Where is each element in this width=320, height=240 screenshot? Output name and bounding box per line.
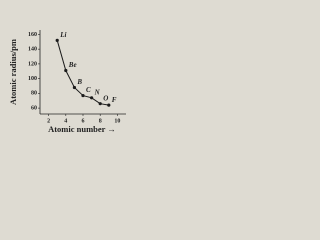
data-point bbox=[64, 68, 68, 73]
x-tick-label: 2 bbox=[47, 118, 50, 124]
y-tick-label: 120 bbox=[28, 61, 37, 67]
x-tick-label: 6 bbox=[82, 118, 85, 124]
point-label: N bbox=[94, 88, 101, 96]
x-tick-label: 10 bbox=[114, 118, 120, 124]
data-point bbox=[107, 103, 111, 107]
point-label: Li bbox=[59, 31, 66, 39]
data-point bbox=[90, 96, 94, 100]
point-label: F bbox=[112, 96, 117, 104]
data-point bbox=[81, 93, 85, 98]
y-axis-label: Atomic radius/pm bbox=[8, 39, 18, 105]
chart: Atomic radius/pm Atomic number → 60 80 100… bbox=[0, 0, 148, 156]
point-label: C bbox=[86, 86, 91, 94]
y-tick-label: 160 bbox=[28, 32, 37, 38]
point-label: Be bbox=[68, 61, 77, 69]
y-tick-label: 100 bbox=[28, 76, 37, 82]
point-label: O bbox=[103, 94, 108, 102]
x-axis-label: Atomic number → bbox=[48, 124, 116, 134]
data-point bbox=[98, 102, 102, 106]
data-point bbox=[72, 85, 76, 90]
x-tick-label: 4 bbox=[64, 118, 67, 124]
x-tick-label: 8 bbox=[99, 118, 102, 124]
background bbox=[0, 0, 148, 156]
y-tick-label: 140 bbox=[28, 47, 37, 53]
data-point bbox=[55, 38, 59, 42]
y-tick-label: 60 bbox=[31, 105, 37, 111]
point-label: B bbox=[76, 78, 82, 86]
y-tick-label: 80 bbox=[31, 91, 37, 97]
page: Atomic radius/pm Atomic number → 60 80 100… bbox=[0, 0, 148, 156]
